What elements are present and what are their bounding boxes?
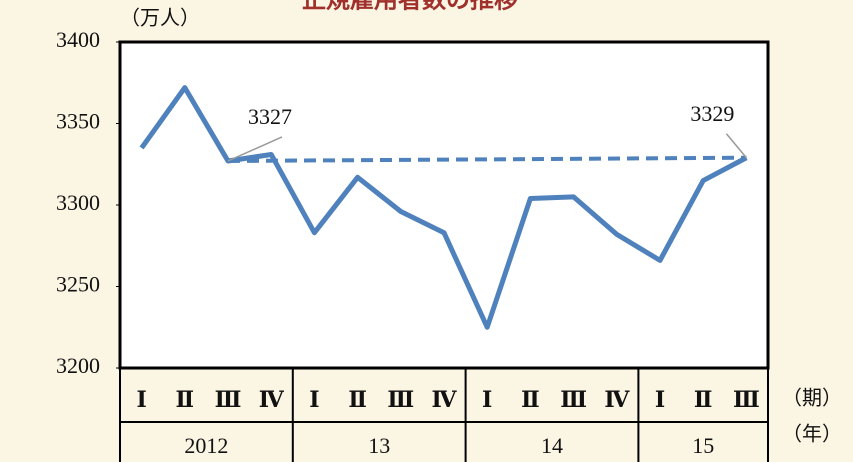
x-tick-label: Ⅳ [432, 387, 458, 412]
x-tick-label: Ⅰ [482, 387, 492, 412]
reference-dashed-line [227, 155, 747, 163]
x-tick-label: Ⅰ [136, 387, 146, 412]
x-tick-label: Ⅳ [604, 387, 630, 412]
x-tick-label: Ⅲ [560, 387, 587, 412]
data-label: 3327 [248, 104, 292, 129]
x-tick-label: Ⅲ [733, 387, 760, 412]
x-tick-label: Ⅲ [387, 387, 414, 412]
x-group-label: 2012 [184, 433, 228, 458]
x-tick-label: Ⅱ [694, 387, 713, 412]
x-tick-label: Ⅰ [655, 387, 665, 412]
x-tick-label: Ⅳ [259, 387, 285, 412]
x-unit-quarter: （期） [782, 387, 842, 410]
x-tick-label: Ⅰ [309, 387, 319, 412]
leader-line [227, 136, 283, 162]
y-tick-label: 3350 [56, 109, 100, 134]
y-tick-label: 3300 [56, 190, 100, 215]
plot-area [118, 40, 770, 370]
x-tick-label: Ⅱ [348, 387, 367, 412]
x-unit-year: （年） [782, 423, 842, 446]
y-tick-label: 3200 [56, 353, 100, 378]
y-tick-label: 3250 [56, 272, 100, 297]
data-label: 3329 [690, 101, 734, 126]
y-tick-label: 3400 [56, 27, 100, 52]
x-tick-label: Ⅱ [176, 387, 195, 412]
leader-line [725, 133, 747, 159]
x-group-label: 13 [368, 433, 390, 458]
chart-title: 正規雇用者数の推移 [302, 0, 518, 14]
x-group-label: 15 [692, 433, 714, 458]
x-group-label: 14 [541, 433, 563, 458]
line-series [139, 85, 748, 330]
y-unit: （万人） [120, 7, 200, 30]
x-tick-label: Ⅲ [215, 387, 242, 412]
x-tick-label: Ⅱ [521, 387, 540, 412]
